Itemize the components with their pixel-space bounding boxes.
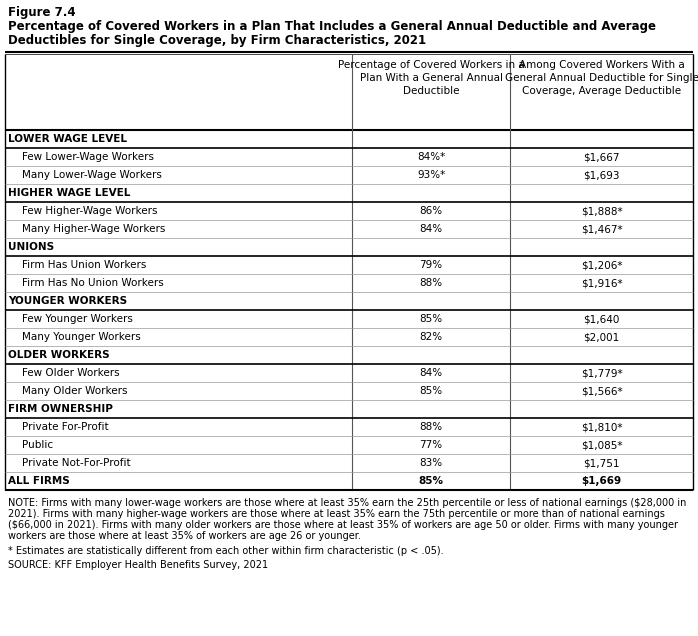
Text: SOURCE: KFF Employer Health Benefits Survey, 2021: SOURCE: KFF Employer Health Benefits Sur… [8,560,268,570]
Text: 85%: 85% [419,314,443,324]
Text: UNIONS: UNIONS [8,242,54,252]
Text: Deductibles for Single Coverage, by Firm Characteristics, 2021: Deductibles for Single Coverage, by Firm… [8,34,426,47]
Text: 88%: 88% [419,278,443,288]
Text: Many Older Workers: Many Older Workers [22,386,128,396]
Text: $1,693: $1,693 [584,170,620,180]
Text: workers are those where at least 35% of workers are age 26 or younger.: workers are those where at least 35% of … [8,531,361,541]
Text: 85%: 85% [419,386,443,396]
Text: LOWER WAGE LEVEL: LOWER WAGE LEVEL [8,134,127,144]
Text: 79%: 79% [419,260,443,270]
Text: Percentage of Covered Workers in a Plan That Includes a General Annual Deductibl: Percentage of Covered Workers in a Plan … [8,20,656,33]
Text: Many Higher-Wage Workers: Many Higher-Wage Workers [22,224,165,234]
Text: Public: Public [22,440,53,450]
Text: $2,001: $2,001 [584,332,620,342]
Text: Few Higher-Wage Workers: Few Higher-Wage Workers [22,206,158,216]
Text: $1,467*: $1,467* [581,224,623,234]
Text: Private For-Profit: Private For-Profit [22,422,109,432]
Text: Percentage of Covered Workers in a
Plan With a General Annual
Deductible: Percentage of Covered Workers in a Plan … [338,60,524,95]
Text: Few Lower-Wage Workers: Few Lower-Wage Workers [22,152,154,162]
Text: Firm Has Union Workers: Firm Has Union Workers [22,260,147,270]
Text: $1,888*: $1,888* [581,206,623,216]
Text: 84%: 84% [419,224,443,234]
Text: HIGHER WAGE LEVEL: HIGHER WAGE LEVEL [8,188,131,198]
Text: $1,810*: $1,810* [581,422,622,432]
Text: $1,916*: $1,916* [581,278,623,288]
Text: 77%: 77% [419,440,443,450]
Text: Few Older Workers: Few Older Workers [22,368,119,378]
Text: Many Younger Workers: Many Younger Workers [22,332,141,342]
Text: $1,779*: $1,779* [581,368,623,378]
Text: OLDER WORKERS: OLDER WORKERS [8,350,110,360]
Text: 88%: 88% [419,422,443,432]
Text: Many Lower-Wage Workers: Many Lower-Wage Workers [22,170,162,180]
Text: NOTE: Firms with many lower-wage workers are those where at least 35% earn the 2: NOTE: Firms with many lower-wage workers… [8,498,686,508]
Text: Figure 7.4: Figure 7.4 [8,6,75,19]
Text: $1,566*: $1,566* [581,386,623,396]
Text: 93%*: 93%* [417,170,445,180]
Text: ($66,000 in 2021). Firms with many older workers are those where at least 35% of: ($66,000 in 2021). Firms with many older… [8,520,678,530]
Text: 83%: 83% [419,458,443,468]
Text: FIRM OWNERSHIP: FIRM OWNERSHIP [8,404,113,414]
Text: 82%: 82% [419,332,443,342]
Text: $1,669: $1,669 [581,476,621,486]
Text: 86%: 86% [419,206,443,216]
Text: $1,206*: $1,206* [581,260,622,270]
Text: $1,085*: $1,085* [581,440,622,450]
Text: $1,751: $1,751 [584,458,620,468]
Text: 84%: 84% [419,368,443,378]
Text: 84%*: 84%* [417,152,445,162]
Text: * Estimates are statistically different from each other within firm characterist: * Estimates are statistically different … [8,546,444,556]
Text: $1,667: $1,667 [584,152,620,162]
Text: Few Younger Workers: Few Younger Workers [22,314,133,324]
Text: Firm Has No Union Workers: Firm Has No Union Workers [22,278,164,288]
Text: 2021). Firms with many higher-wage workers are those where at least 35% earn the: 2021). Firms with many higher-wage worke… [8,509,665,519]
Text: YOUNGER WORKERS: YOUNGER WORKERS [8,296,127,306]
Text: Among Covered Workers With a
General Annual Deductible for Single
Coverage, Aver: Among Covered Workers With a General Ann… [505,60,698,95]
Text: 85%: 85% [419,476,443,486]
Text: $1,640: $1,640 [584,314,620,324]
Text: ALL FIRMS: ALL FIRMS [8,476,70,486]
Text: Private Not-For-Profit: Private Not-For-Profit [22,458,131,468]
